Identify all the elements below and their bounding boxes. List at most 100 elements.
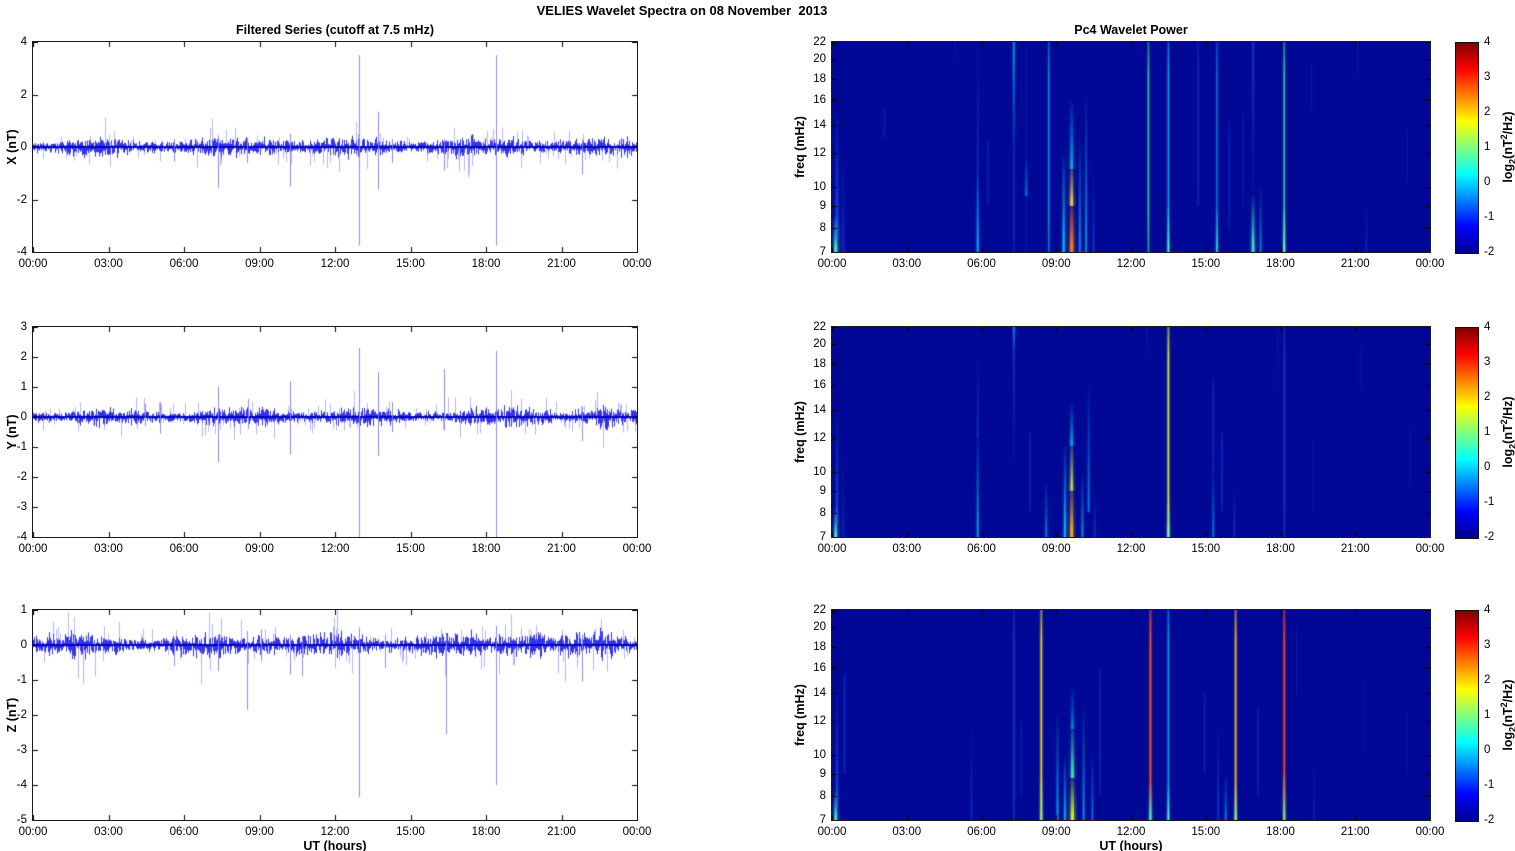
y-nt-axis-label: Y (nT) (5, 414, 19, 450)
y-tick-label: 1 (20, 381, 27, 393)
x-tick-label: 03:00 (94, 826, 123, 838)
y-tick-label: -2 (16, 709, 27, 721)
y-tick-label: -4 (16, 531, 27, 543)
x-tick-label: 15:00 (1191, 543, 1221, 555)
x-tick-label: 18:00 (1266, 826, 1295, 838)
x-tick-label: 00:00 (817, 258, 847, 270)
colorbar-tick-label: -2 (1484, 814, 1495, 826)
x-tick-label: 09:00 (245, 543, 274, 555)
x-tick-label: 09:00 (1041, 826, 1071, 838)
y-tick-label: -2 (16, 471, 27, 483)
x-tick-label: 00:00 (1415, 258, 1445, 270)
colorbar-tick-label: 0 (1484, 176, 1491, 188)
y-tick-label: 20 (813, 338, 826, 351)
x-tick-label: 06:00 (967, 826, 996, 838)
y-tick-label: -4 (16, 246, 27, 258)
colorbar-tick-label: 4 (1484, 604, 1491, 616)
x-tick-label: 03:00 (892, 826, 922, 838)
y-tick-label: 16 (813, 379, 826, 392)
colorbar-mid (1455, 327, 1479, 539)
y-tick-label: -1 (16, 674, 27, 686)
y-tick-label: 9 (819, 767, 826, 780)
x-tick-label: 06:00 (967, 543, 996, 555)
x-tick-label: 00:00 (1415, 826, 1445, 838)
x-tick-label: 21:00 (1340, 826, 1370, 838)
x-tick-label: 21:00 (547, 543, 576, 555)
y-tick-label: 10 (813, 465, 826, 478)
y-tick-label: 18 (813, 640, 826, 653)
x-tick-label: 06:00 (169, 826, 199, 838)
colorbar-tick-label: -2 (1484, 246, 1495, 258)
y-tick-label: 18 (813, 72, 826, 85)
y-tick-label: 3 (20, 321, 27, 333)
figure-title: VELIES Wavelet Spectra on 08 November 20… (536, 3, 828, 18)
x-tick-label: 09:00 (245, 258, 274, 270)
colorbar-tick-label: -2 (1484, 531, 1495, 543)
colorbar-bot (1455, 610, 1479, 822)
x-tick-label: 03:00 (892, 258, 922, 270)
colorbar-tick-label: 4 (1484, 36, 1491, 48)
y-tick-label: 16 (813, 94, 826, 107)
y-tick-label: 22 (813, 604, 826, 616)
y-tick-label: 14 (813, 686, 826, 699)
colorbar-tick-label: 0 (1484, 461, 1491, 473)
x-tick-label: 12:00 (320, 826, 350, 838)
y-tick-label: 8 (819, 789, 826, 802)
x-tick-label: 12:00 (320, 543, 350, 555)
y-tick-label: 8 (819, 221, 826, 234)
x-tick-label: 18:00 (471, 543, 501, 555)
x-tick-label: 00:00 (18, 543, 48, 555)
x-tick-label: 21:00 (1340, 543, 1370, 555)
y-wavelet-spectrogram (831, 326, 1431, 538)
x-tick-label: 03:00 (892, 543, 922, 555)
x-tick-label: 15:00 (1191, 826, 1221, 838)
x-tick-label: 12:00 (320, 258, 350, 270)
y-tick-label: 12 (813, 147, 826, 160)
x-wavelet-spectrogram (831, 41, 1431, 253)
y-tick-label: 9 (819, 484, 826, 497)
x-tick-label: 18:00 (1266, 258, 1295, 270)
y-tick-label: 0 (20, 639, 27, 651)
y-tick-label: 7 (819, 246, 826, 258)
colorbar-tick-label: 2 (1484, 674, 1491, 686)
colorbar-tick-label: -1 (1484, 779, 1495, 791)
ut-hours-label-left: UT (hours) (303, 839, 367, 851)
colorbar-tick-label: 1 (1484, 709, 1491, 721)
x-tick-label: 09:00 (1041, 258, 1071, 270)
y-tick-label: -5 (16, 814, 27, 826)
y-tick-label: 0 (20, 411, 27, 423)
x-tick-label: 15:00 (396, 826, 425, 838)
colorbar-tick-label: 0 (1484, 744, 1491, 756)
y-tick-label: 10 (813, 748, 826, 761)
colorbar-tick-label: 3 (1484, 71, 1491, 83)
x-tick-label: 12:00 (1116, 258, 1146, 270)
colorbar-tick-label: 4 (1484, 321, 1491, 333)
colorbar-tick-label: 1 (1484, 141, 1491, 153)
y-tick-label: 1 (20, 604, 27, 616)
x-tick-label: 18:00 (471, 826, 501, 838)
y-tick-label: 2 (20, 88, 27, 101)
x-tick-label: 21:00 (547, 258, 576, 270)
y-tick-label: -3 (16, 744, 27, 756)
x-tick-label: 12:00 (1116, 826, 1146, 838)
y-tick-label: 14 (813, 118, 826, 131)
x-tick-label: 00:00 (1415, 543, 1445, 555)
ut-hours-label-right: UT (hours) (1099, 839, 1163, 851)
colorbar-tick-label: 2 (1484, 391, 1491, 403)
y-tick-label: 16 (813, 662, 826, 675)
y-tick-label: 12 (813, 715, 826, 728)
y-tick-label: 8 (819, 506, 826, 519)
y-tick-label: 18 (813, 357, 826, 370)
y-tick-label: -1 (16, 441, 27, 453)
y-tick-label: 22 (813, 36, 826, 48)
x-tick-label: 06:00 (169, 258, 199, 270)
colorbar-top (1455, 42, 1479, 254)
y-tick-label: 22 (813, 321, 826, 333)
x-tick-label: 00:00 (817, 826, 847, 838)
x-tick-label: 15:00 (396, 543, 425, 555)
y-tick-label: 10 (813, 180, 826, 193)
y-tick-label: 12 (813, 432, 826, 445)
x-tick-label: 21:00 (547, 826, 576, 838)
colorbar-tick-label: 3 (1484, 356, 1491, 368)
